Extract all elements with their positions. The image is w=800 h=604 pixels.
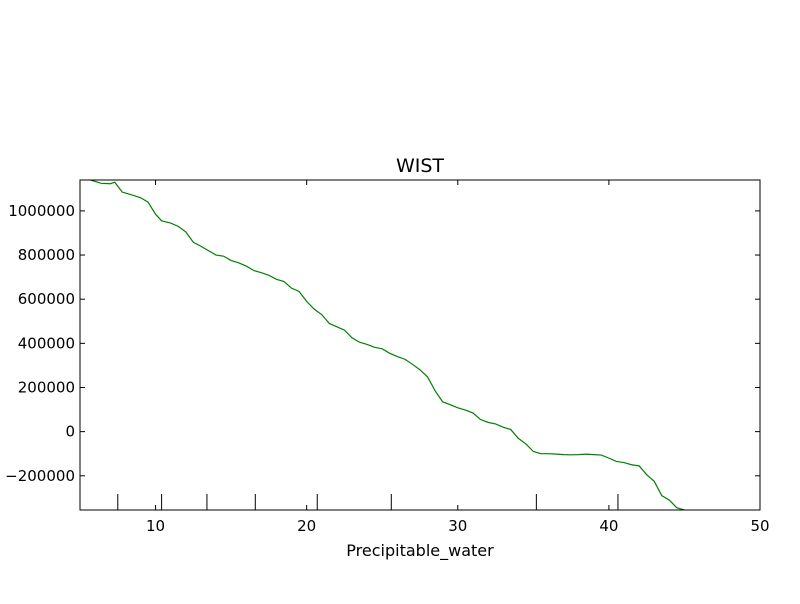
- y-tick-label: 600000: [18, 290, 75, 308]
- y-tick-label: 200000: [18, 378, 75, 396]
- x-tick-label: 30: [448, 517, 467, 535]
- y-tick-label: 400000: [18, 334, 75, 352]
- plot-layer: [90, 180, 685, 510]
- y-tick-label: −200000: [5, 467, 75, 485]
- x-axis: 10 20 30 40 50: [117, 180, 770, 535]
- y-tick-label: 800000: [18, 246, 75, 264]
- y-axis: −200000 0 200000 400000 600000 800000 1000000: [5, 202, 760, 485]
- x-tick-label: 20: [297, 517, 316, 535]
- y-tick-label: 0: [65, 423, 75, 441]
- chart-title: WIST: [396, 155, 444, 177]
- x-tick-label: 40: [599, 517, 618, 535]
- x-tick-label: 10: [146, 517, 165, 535]
- y-tick-label: 1000000: [8, 202, 75, 220]
- series-line: [90, 180, 685, 510]
- plot-frame: [79, 179, 761, 511]
- x-tick-label: 50: [750, 517, 769, 535]
- x-axis-label: Precipitable_water: [346, 541, 494, 561]
